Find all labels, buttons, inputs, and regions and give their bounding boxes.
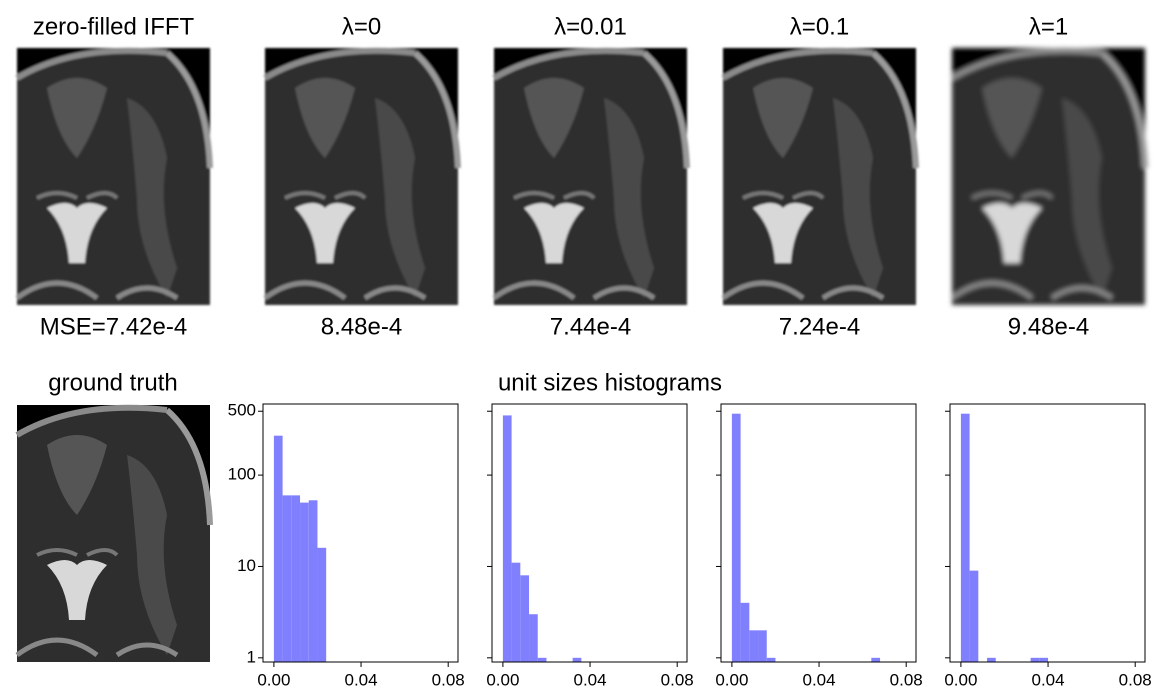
reconstruction-image <box>723 48 916 305</box>
histograms-title: unit sizes histograms <box>498 369 722 396</box>
image-caption: 7.44e-4 <box>550 313 631 340</box>
image-caption: 7.24e-4 <box>779 313 860 340</box>
x-tick-label: 0.08 <box>890 670 923 689</box>
x-tick-label: 0.04 <box>573 670 606 689</box>
histogram: 0.00 0.04 0.08 <box>486 403 694 689</box>
x-tick-label: 0.04 <box>344 670 377 689</box>
image-title: λ=0.1 <box>790 13 849 40</box>
ground-truth-image <box>17 405 210 662</box>
image-caption: 8.48e-4 <box>321 313 402 340</box>
reconstruction-image <box>494 48 687 305</box>
bar <box>871 657 881 662</box>
y-tick-label: 1 <box>247 647 256 666</box>
image-row: zero-filled IFFT MSE=7.42e-4 λ=0 8.48e-4 λ=0… <box>17 13 1145 340</box>
reconstruction-image <box>265 48 458 305</box>
bar <box>960 413 970 662</box>
axes-frame <box>949 403 1146 663</box>
bar <box>749 630 759 662</box>
y-tick-label: 10 <box>237 556 256 575</box>
bar <box>1030 657 1040 662</box>
histogram: 0.00 0.04 0.08 1 10 100 500 <box>228 401 465 690</box>
image-title: λ=1 <box>1029 13 1068 40</box>
axes-frame <box>491 403 688 663</box>
bar <box>520 575 530 662</box>
y-tick-label: 100 <box>228 465 256 484</box>
bar <box>537 657 547 662</box>
y-tick-label: 500 <box>228 401 256 420</box>
x-tick-label: 0.04 <box>802 670 835 689</box>
image-title: ground truth <box>48 369 177 396</box>
bar <box>502 415 512 662</box>
bar <box>572 657 582 662</box>
reconstruction-image <box>17 48 210 305</box>
bar <box>740 602 750 662</box>
bar <box>291 495 301 662</box>
x-tick-label: 0.00 <box>944 670 977 689</box>
image <box>17 48 210 305</box>
image <box>723 48 916 305</box>
image <box>265 48 458 305</box>
bar <box>317 547 327 662</box>
bar <box>731 413 741 662</box>
x-tick-label: 0.08 <box>661 670 694 689</box>
bar <box>969 570 979 662</box>
image-title: zero-filled IFFT <box>33 13 195 40</box>
bar <box>300 502 309 662</box>
bar <box>308 500 318 662</box>
histogram: 0.00 0.04 0.08 <box>944 403 1152 689</box>
histogram: 0.00 0.04 0.08 <box>715 403 923 689</box>
bar <box>529 614 538 662</box>
image-caption: 9.48e-4 <box>1008 313 1089 340</box>
x-tick-label: 0.00 <box>486 670 519 689</box>
image <box>952 48 1145 305</box>
ground-truth: ground truth <box>17 369 210 662</box>
axes-frame <box>262 403 459 663</box>
x-tick-label: 0.08 <box>1119 670 1152 689</box>
bar <box>987 657 996 662</box>
bar <box>511 562 521 662</box>
image-title: λ=0 <box>342 13 381 40</box>
x-tick-label: 0.04 <box>1031 670 1064 689</box>
bar <box>273 435 283 662</box>
bar <box>766 657 776 662</box>
x-tick-label: 0.00 <box>257 670 290 689</box>
axes-frame <box>720 403 917 663</box>
image-caption: MSE=7.42e-4 <box>40 313 187 340</box>
image-title: λ=0.01 <box>554 13 627 40</box>
bar <box>1039 657 1049 662</box>
bar <box>282 495 292 662</box>
x-tick-label: 0.08 <box>432 670 465 689</box>
x-tick-label: 0.00 <box>715 670 748 689</box>
image <box>494 48 687 305</box>
bar <box>758 630 767 662</box>
reconstruction-image <box>952 48 1145 305</box>
